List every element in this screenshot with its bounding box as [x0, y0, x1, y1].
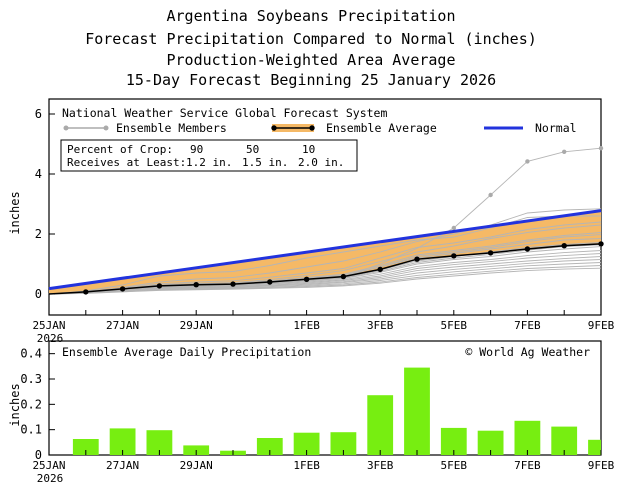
x-tick-label: 5FEB	[441, 319, 468, 332]
ensemble-member-point	[562, 149, 567, 154]
ensemble-average-point	[267, 279, 273, 285]
x-tick-label: 7FEB	[514, 459, 541, 472]
legend-members-dot-right	[103, 125, 109, 131]
x-tick-label: 27JAN	[106, 459, 139, 472]
y-tick-label: 2	[35, 227, 42, 241]
daily-precip-bar	[330, 432, 357, 455]
y-tick-label: 0	[35, 448, 42, 462]
x-tick-label: 7FEB	[514, 319, 541, 332]
y-tick-label: 0.1	[20, 423, 42, 437]
x-tick-label: 29JAN	[180, 319, 213, 332]
x-tick-label: 9FEB	[588, 459, 615, 472]
ensemble-average-point	[303, 276, 310, 282]
chart-title: Argentina Soybeans Precipitation	[166, 7, 456, 25]
top-x-year-label: 2026	[37, 332, 64, 345]
y-tick-label: 0.3	[20, 372, 42, 386]
ensemble-average-point	[524, 246, 531, 252]
x-tick-label: 27JAN	[106, 319, 139, 332]
chart-subtitle-area: Production-Weighted Area Average	[166, 51, 456, 69]
x-tick-label: 5FEB	[441, 459, 468, 472]
ensemble-member-line	[48, 221, 602, 295]
ensemble-member-line	[48, 208, 602, 295]
legend-title: National Weather Service Global Forecast…	[62, 106, 387, 120]
crop-table-percent-label: Percent of Crop:	[67, 143, 173, 156]
x-tick-label: 9FEB	[588, 319, 615, 332]
ensemble-member-point	[525, 159, 530, 164]
ensemble-member-point	[598, 146, 604, 151]
credit-text: © World Ag Weather	[465, 345, 590, 359]
bottom-y-axis-label: inches	[8, 383, 22, 426]
ensemble-average-point	[83, 289, 89, 295]
ensemble-average-point	[377, 266, 383, 273]
daily-precip-bar	[588, 439, 601, 455]
x-tick-label: 25JAN	[32, 319, 65, 332]
chart-subtitle-forecast: 15-Day Forecast Beginning 25 January 202…	[125, 71, 497, 89]
chart-subtitle: Forecast Precipitation Compared to Norma…	[85, 30, 537, 48]
ensemble-average-point	[156, 283, 163, 289]
crop-table-percent-90: 90	[190, 143, 203, 156]
daily-precip-bar	[367, 395, 394, 455]
ensemble-member-point	[488, 192, 493, 198]
x-tick-label: 29JAN	[180, 459, 213, 472]
crop-table-percent-50: 50	[246, 143, 259, 156]
daily-precip-bar	[404, 367, 430, 455]
ensemble-average-line	[48, 243, 602, 295]
ensemble-average-point	[561, 243, 567, 249]
daily-precip-bar	[72, 439, 99, 455]
crop-table-box	[60, 139, 358, 172]
bottom-panel-title: Ensemble Average Daily Precipitation	[62, 345, 311, 359]
y-tick-label: 0	[35, 287, 42, 301]
bottom-plot-frame	[48, 340, 602, 456]
x-tick-label: 1FEB	[293, 319, 320, 332]
daily-precip-bar	[256, 438, 283, 455]
bottom-x-year-label: 2026	[37, 472, 64, 485]
ensemble-member-point	[451, 225, 456, 231]
ensemble-average-point	[119, 286, 126, 292]
crop-table-amount-90: 1.2 in.	[186, 156, 232, 169]
top-plot-frame	[48, 98, 602, 316]
legend-members-dot-left	[63, 125, 69, 131]
ensemble-average-point	[340, 273, 347, 280]
legend-normal-label: Normal	[535, 121, 577, 135]
crop-table-amount-50: 1.5 in.	[242, 156, 288, 169]
legend-average-dot-right	[309, 125, 315, 131]
legend-average-label: Ensemble Average	[326, 121, 437, 135]
y-tick-label: 4	[35, 167, 42, 181]
crop-table-percent-10: 10	[302, 143, 315, 156]
ensemble-average-point	[414, 256, 420, 262]
ensemble-average-point	[230, 281, 236, 287]
y-tick-label: 0.2	[20, 397, 42, 411]
daily-precip-bar	[293, 432, 320, 455]
crop-table-receive-label: Receives at Least:	[67, 156, 186, 169]
x-tick-label: 3FEB	[367, 459, 394, 472]
legend-average-dot-left	[271, 125, 277, 131]
ensemble-member-line	[48, 244, 602, 295]
x-tick-label: 25JAN	[32, 459, 65, 472]
normal-line	[48, 209, 602, 291]
x-tick-label: 3FEB	[367, 319, 394, 332]
ensemble-average-point	[193, 282, 199, 288]
crop-table-amount-10: 2.0 in.	[298, 156, 344, 169]
ensemble-average-point	[451, 253, 457, 259]
daily-precip-bar	[514, 420, 541, 455]
y-tick-label: 6	[35, 107, 42, 121]
ensemble-average-point	[487, 250, 494, 256]
ensemble-average-point	[598, 241, 604, 247]
x-tick-label: 1FEB	[293, 459, 320, 472]
legend-members-label: Ensemble Members	[116, 121, 227, 135]
ensemble-member-line	[48, 267, 602, 295]
daily-precip-panel: 0 0.1 0.2 0.3 0.4 25JAN 27JAN 29JAN 1FEB 3FEB 5FEB…	[8, 340, 615, 485]
y-tick-label: 0.4	[20, 347, 42, 361]
top-y-axis-label: inches	[8, 191, 22, 234]
